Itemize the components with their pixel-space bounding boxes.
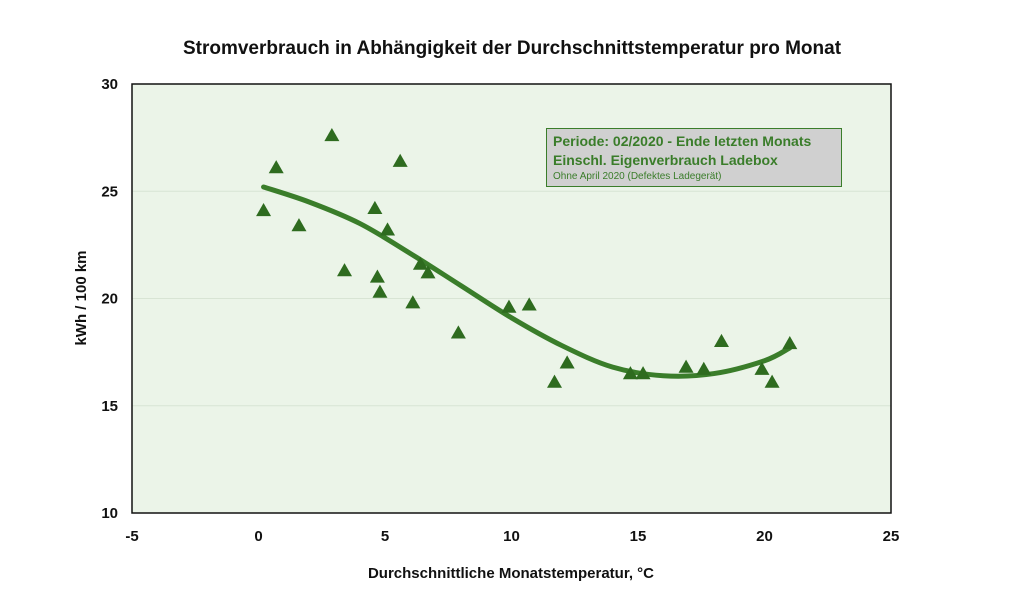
data-point xyxy=(392,153,408,167)
data-markers xyxy=(256,127,798,388)
y-axis-ticks: 10 15 20 25 30 xyxy=(101,76,118,522)
annotation-note: Einschl. Eigenverbrauch Ladebox xyxy=(553,152,778,168)
y-tick-label: 15 xyxy=(101,398,118,415)
x-tick-label: 15 xyxy=(630,528,647,545)
x-tick-label: 25 xyxy=(883,528,900,545)
data-point xyxy=(268,160,284,174)
data-point xyxy=(372,284,388,298)
x-axis-ticks: -5 0 5 10 15 20 25 xyxy=(125,528,899,545)
data-point xyxy=(754,361,770,375)
data-point xyxy=(696,361,712,375)
data-point xyxy=(337,263,353,277)
data-point xyxy=(635,366,651,380)
x-tick-label: 10 xyxy=(503,528,520,545)
data-point xyxy=(521,297,537,311)
data-point xyxy=(420,265,436,279)
x-tick-label: 20 xyxy=(756,528,773,545)
annotation-footnote: Ohne April 2020 (Defektes Ladegerät) xyxy=(553,171,722,182)
data-point xyxy=(450,325,466,339)
chart-title: Stromverbrauch in Abhängigkeit der Durch… xyxy=(182,38,842,59)
data-point xyxy=(256,203,272,217)
plot-frame xyxy=(131,83,892,514)
data-point xyxy=(622,366,638,380)
x-axis-label: Durchschnittliche Monatstemperatur, °C xyxy=(368,565,654,582)
annotation-period: Periode: 02/2020 - Ende letzten Monats xyxy=(553,133,812,149)
data-point xyxy=(412,256,428,270)
data-point xyxy=(547,374,563,388)
y-tick-label: 20 xyxy=(101,291,118,308)
data-point xyxy=(764,374,780,388)
x-tick-label: 5 xyxy=(381,528,389,545)
y-axis-label: kWh / 100 km xyxy=(73,250,90,345)
data-point xyxy=(559,355,575,369)
data-point xyxy=(678,359,694,373)
data-point xyxy=(291,218,307,232)
x-tick-label: -5 xyxy=(125,528,138,545)
gridlines xyxy=(132,190,891,407)
data-point xyxy=(713,333,729,348)
trendline xyxy=(261,184,793,379)
y-tick-label: 25 xyxy=(101,183,118,200)
annotation-box: Periode: 02/2020 - Ende letzten Monats E… xyxy=(546,128,842,187)
data-point xyxy=(367,200,383,215)
y-tick-label: 10 xyxy=(101,505,118,522)
data-point xyxy=(501,299,517,313)
y-tick-label: 30 xyxy=(101,76,118,93)
data-point xyxy=(380,222,396,236)
data-point xyxy=(324,127,340,142)
data-point xyxy=(369,269,385,283)
data-point xyxy=(782,336,798,350)
data-point xyxy=(405,295,421,309)
x-tick-label: 0 xyxy=(254,528,262,545)
